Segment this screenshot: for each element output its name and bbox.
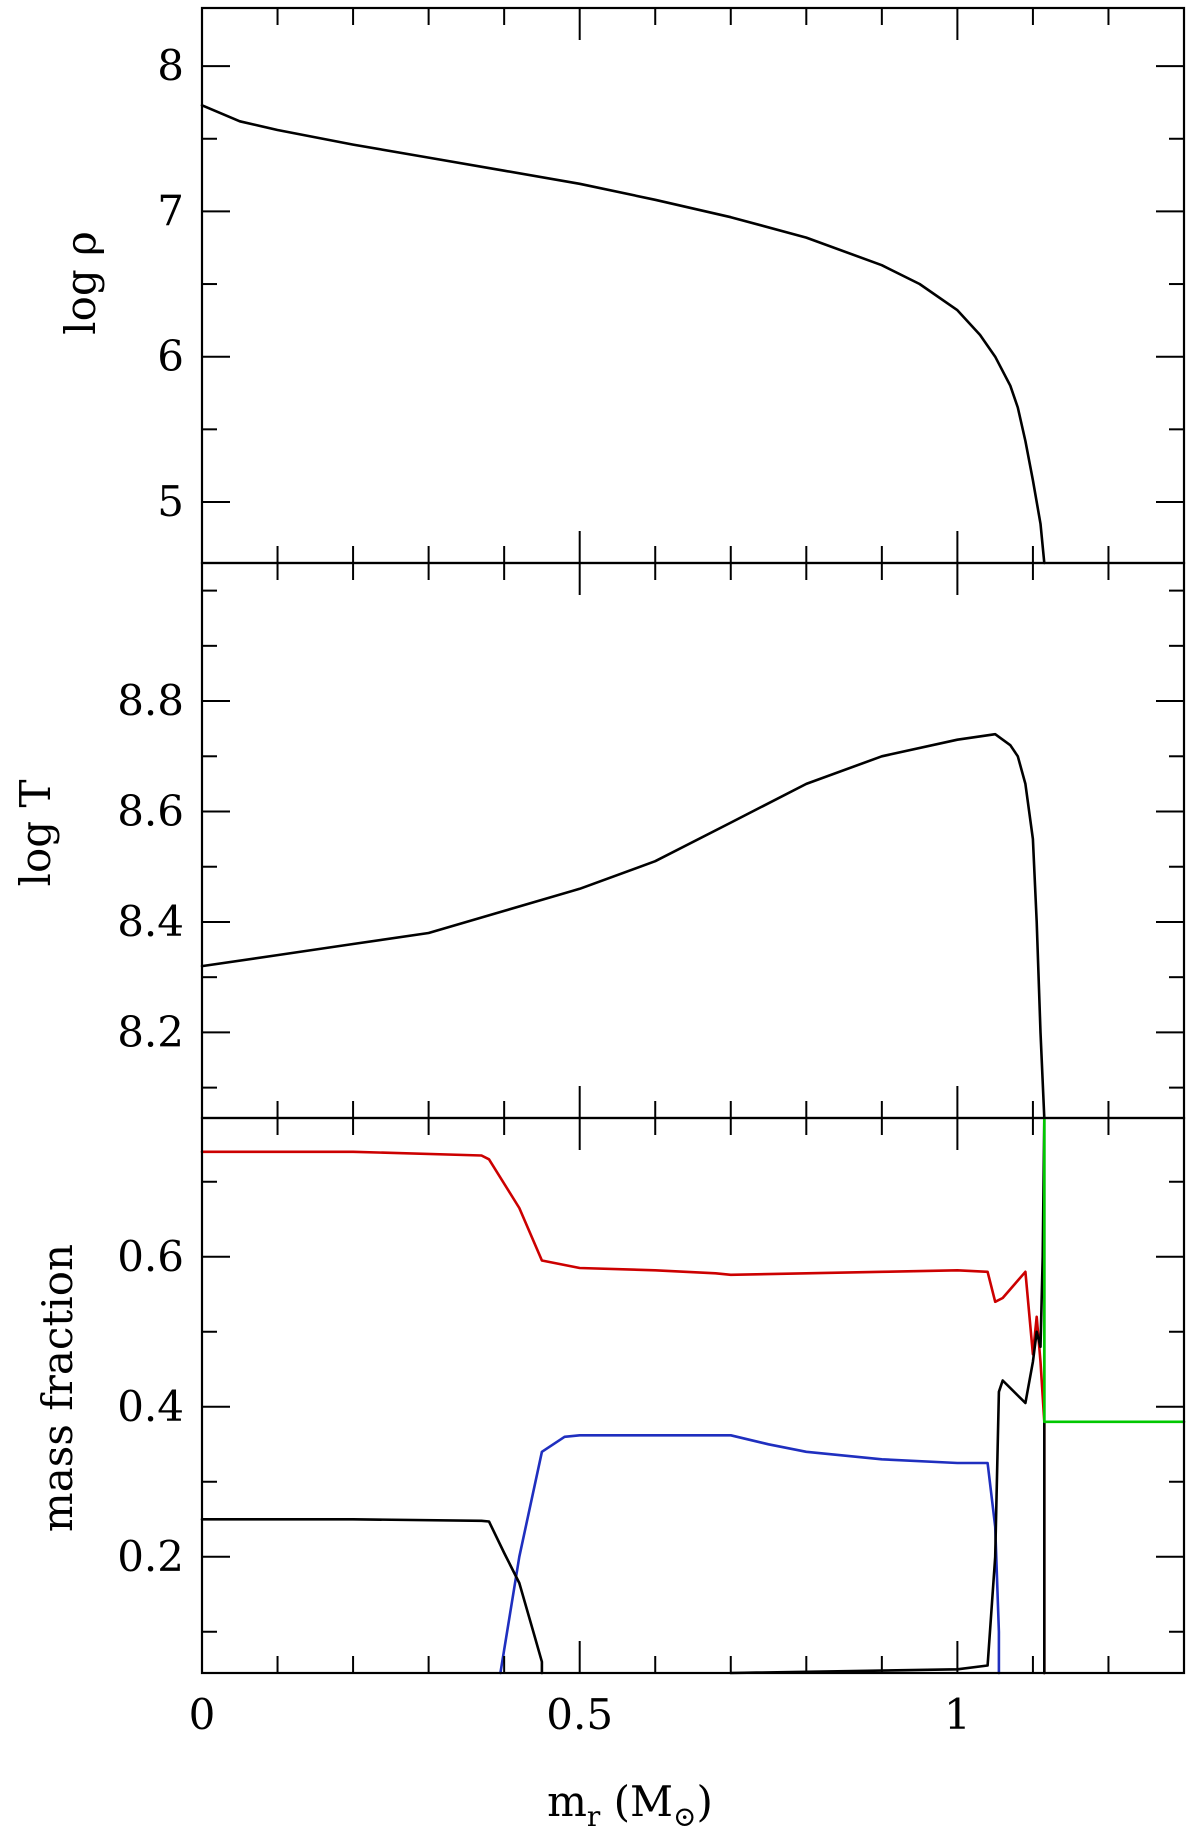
y-tick-label: 8.6: [117, 787, 184, 836]
series-line-3: [200, 1518, 544, 1675]
y-tick-label: 8.4: [117, 897, 184, 946]
panel-log-t: 8.2 8.4 8.6 8.8: [117, 561, 1186, 1120]
ylabel-mass-fraction: mass fraction: [33, 1244, 82, 1532]
y-tick-label: 8: [157, 41, 184, 90]
y-tick-label: 8.2: [117, 1007, 184, 1056]
x-tick-label: 0: [189, 1690, 216, 1739]
series-line-2: [499, 1434, 1001, 1675]
xlabel-sun-subscript: ⊙: [673, 1800, 696, 1833]
y-tick-label: 8.8: [117, 676, 184, 725]
x-tick-label: 1: [944, 1690, 971, 1739]
y-tick-label: 0.6: [117, 1232, 184, 1281]
series-line-1: [200, 732, 1046, 1120]
xlabel-open-paren: (M: [600, 1777, 673, 1826]
series-line-5: [1043, 1116, 1186, 1424]
xlabel-close-paren: ): [697, 1777, 713, 1826]
xlabel-m: m: [547, 1777, 587, 1826]
series-line-1: [200, 1150, 1046, 1675]
y-tick-label: 6: [157, 332, 184, 381]
xlabel-mass-coordinate: mr (M⊙): [547, 1777, 713, 1833]
y-tick-label: 0.4: [117, 1382, 184, 1431]
x-tick-label: 0.5: [546, 1690, 613, 1739]
panel-mass-fraction: 0.2 0.4 0.6 0 0.5 1: [117, 1116, 1186, 1739]
panel-log-rho: 5 6 7 8: [157, 6, 1186, 565]
xlabel-r-subscript: r: [587, 1800, 601, 1833]
plot-frame: [200, 1116, 1186, 1675]
series-line-1: [200, 104, 1046, 565]
y-tick-label: 0.2: [117, 1532, 184, 1581]
series-line-4: [729, 1116, 1046, 1675]
plot-frame: [200, 6, 1186, 565]
ylabel-log-rho: log ρ: [56, 231, 105, 335]
y-tick-label: 5: [157, 477, 184, 526]
ylabel-log-t: log T: [11, 780, 60, 887]
y-tick-label: 7: [157, 186, 184, 235]
